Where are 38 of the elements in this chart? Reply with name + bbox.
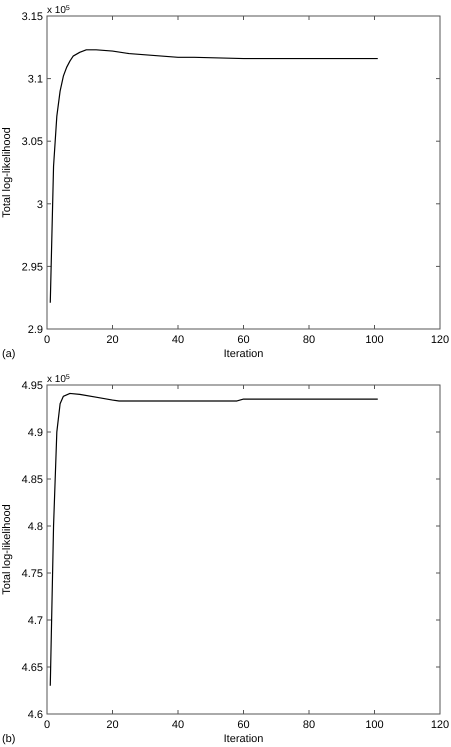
y-tick-label: 3.15 (22, 11, 43, 23)
line-series (50, 49, 378, 304)
x-tick-label: 40 (172, 334, 184, 346)
y-tick-label: 4.7 (28, 615, 43, 627)
y-tick-label: 4.75 (22, 568, 43, 580)
x-tick-label: 80 (302, 334, 316, 346)
x-tick-label: 100 (365, 719, 384, 731)
y-tick-label: 4.95 (22, 380, 43, 392)
x-tick-label: 0 (44, 719, 50, 731)
y-tick-label: 4.85 (22, 474, 43, 486)
y-tick-label: 3.1 (28, 74, 43, 86)
text: (b) (2, 733, 16, 745)
text: (a) (2, 348, 16, 360)
x-tick-label: 120 (430, 719, 450, 731)
x-tick-label: 100 (365, 334, 384, 346)
annotation: x 10$^{5}$ (47, 4, 70, 16)
annotation: x 10$^{5}$ (47, 374, 70, 385)
x-tick-label: 60 (237, 719, 250, 731)
y-tick-label: 4.9 (28, 427, 43, 439)
x-tick-label: 20 (106, 719, 119, 731)
y-tick-label: 4.6 (28, 709, 43, 721)
y-axis-title: Total log-likelihood (1, 127, 13, 218)
x-axis-title: Iteration (224, 733, 264, 745)
y-tick-label: 3.05 (22, 136, 43, 148)
y-tick-label: 3 (36, 198, 43, 211)
x-tick-label: 60 (237, 334, 250, 346)
x-tick-label: 120 (430, 334, 450, 346)
x-axis-title: Iteration (224, 348, 264, 360)
x-tick-label: 20 (106, 334, 119, 346)
y-tick-label: 2.95 (22, 261, 43, 274)
y-tick-label: 4.65 (22, 662, 43, 674)
x-tick-label: 80 (302, 719, 316, 731)
x-tick-label: 40 (172, 719, 184, 731)
y-axis-title: Total log-likelihood (1, 504, 13, 595)
line-series (50, 392, 378, 686)
x-tick-label: 0 (44, 334, 50, 346)
y-tick-label: 4.8 (28, 521, 43, 533)
y-tick-label: 2.9 (28, 324, 43, 336)
